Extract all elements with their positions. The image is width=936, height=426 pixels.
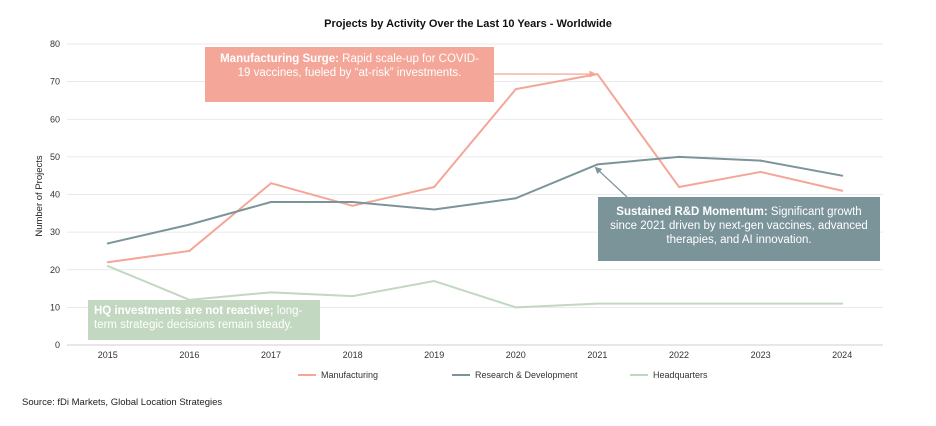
x-tick-label: 2021 [587,350,607,360]
data-point [514,88,517,91]
data-point [759,302,762,305]
series-lines [106,73,844,309]
y-axis-label: Number of Projects [34,155,45,237]
data-point [514,197,517,200]
data-point [841,174,844,177]
annotation-hq-bold: HQ investments are not reactive; [94,305,274,317]
series-line-0 [107,73,843,264]
data-point [433,185,436,188]
annotation-rd-bold: Sustained R&D Momentum: [616,206,768,218]
data-point [433,280,436,283]
data-point [759,159,762,162]
annotation-rd-text: Significant growth since 2021 driven by … [610,206,868,246]
data-point [106,261,109,264]
y-tick-label: 40 [50,190,60,200]
y-tick-label: 50 [50,152,60,162]
data-point [106,242,109,245]
data-point [678,185,680,188]
x-tick-label: 2015 [98,350,118,360]
x-tick-label: 2016 [179,350,199,360]
x-tick-label: 2019 [424,350,444,360]
data-point [188,223,191,226]
data-point [351,295,354,298]
annotation-arrows [493,70,628,198]
data-point [596,73,599,76]
y-tick-label: 20 [50,265,60,275]
annotation-manufacturing: Manufacturing Surge: Rapid scale-up for … [205,47,494,102]
data-point [678,302,680,305]
data-point [270,182,272,185]
data-point [596,163,599,166]
legend-label-1: Research & Development [475,370,578,380]
y-tick-label: 80 [50,39,60,49]
annotation-manufacturing-bold: Manufacturing Surge: [220,53,339,65]
y-tick-label: 0 [55,340,60,350]
data-point [351,201,354,204]
annotation-hq: HQ investments are not reactive; long-te… [88,300,320,340]
data-point [596,302,599,305]
data-point [106,264,109,267]
annotation-rd: Sustained R&D Momentum: Significant grow… [598,197,880,261]
data-point [678,155,680,158]
x-tick-labels: 2015 2016 2017 2018 2019 2020 2021 2022 2023 2024 [98,350,852,360]
legend-label-2: Headquarters [653,370,708,380]
annotation-hq-text: long-term strategic decisions remain ste… [94,305,303,331]
x-tick-label: 2018 [343,350,363,360]
data-point [351,204,354,207]
y-tick-label: 10 [50,302,60,312]
y-tick-label: 60 [50,114,60,124]
x-tick-label: 2022 [669,350,689,360]
annotation-arrow-1 [594,166,628,198]
data-point [270,201,272,204]
series-line-2 [107,265,843,309]
data-point [759,170,762,173]
legend-label-0: Manufacturing [321,370,378,380]
y-tick-label: 70 [50,77,60,87]
x-tick-label: 2024 [832,350,852,360]
data-point [433,208,436,211]
y-tick-labels: 0 10 20 30 40 50 60 70 80 [50,39,60,350]
legend: Manufacturing Research & Development Headq… [298,370,708,380]
x-tick-label: 2017 [261,350,281,360]
y-tick-label: 30 [50,227,60,237]
data-point [514,306,517,309]
x-tick-label: 2023 [751,350,771,360]
chart-title: Projects by Activity Over the Last 10 Ye… [324,18,612,30]
series-line-1 [107,155,843,245]
data-point [188,249,191,252]
data-point [841,189,844,192]
data-point [841,302,844,305]
source-note: Source: fDi Markets, Global Location Str… [22,397,223,408]
data-point [270,291,272,294]
x-tick-label: 2020 [506,350,526,360]
annotation-manufacturing-text: Rapid scale-up for COVID-19 vaccines, fu… [237,53,479,79]
